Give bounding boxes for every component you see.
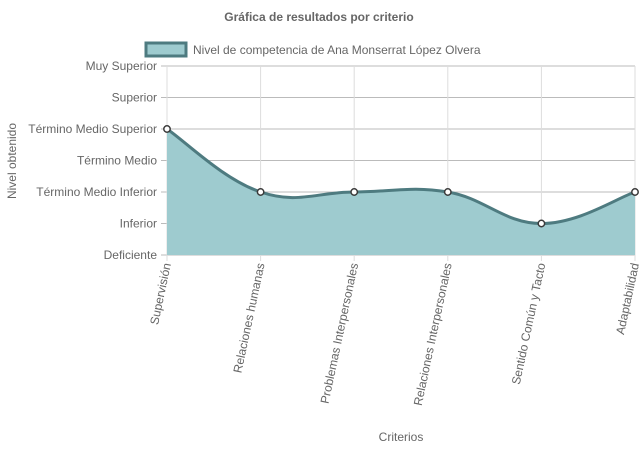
y-tick-label: Término Medio bbox=[77, 154, 157, 168]
series-area bbox=[167, 129, 635, 255]
data-point[interactable] bbox=[163, 125, 171, 133]
data-points bbox=[163, 125, 639, 228]
y-tick-label: Superior bbox=[112, 91, 157, 105]
x-tick-label: Relaciones Interpersonales bbox=[411, 262, 455, 407]
legend-swatch[interactable] bbox=[144, 41, 188, 58]
y-tick-label: Muy Superior bbox=[86, 59, 157, 73]
series-line bbox=[166, 127, 636, 226]
x-tick-label: Relaciones humanas bbox=[231, 262, 268, 375]
area-layer bbox=[166, 127, 636, 255]
data-point[interactable] bbox=[443, 188, 452, 196]
x-axis-ticks: Supervisión Relaciones humanas Problemas I… bbox=[147, 261, 639, 406]
y-tick-label: Término Medio Superior bbox=[28, 122, 157, 136]
chart-title: Gráfica de resultados por criterio bbox=[224, 10, 413, 24]
x-tick-label: Adaptabilidad bbox=[613, 262, 639, 336]
legend-label[interactable]: Nivel de competencia de Ana Monserrat Ló… bbox=[193, 43, 481, 57]
x-tick-label: Sentido Común y Tacto bbox=[509, 261, 549, 385]
y-axis-ticks: Deficiente Inferior Término Medio Inferior… bbox=[28, 59, 157, 262]
data-point[interactable] bbox=[256, 188, 265, 196]
data-point[interactable] bbox=[537, 219, 546, 228]
y-tick-label: Deficiente bbox=[104, 248, 158, 262]
y-tick-label: Inferior bbox=[120, 217, 157, 231]
y-axis-label: Nivel obtenido bbox=[5, 123, 19, 199]
legend[interactable]: Nivel de competencia de Ana Monserrat Ló… bbox=[144, 41, 481, 58]
x-axis-label: Criterios bbox=[379, 430, 424, 444]
data-point[interactable] bbox=[631, 188, 639, 196]
x-tick-label: Supervisión bbox=[147, 262, 174, 326]
y-tick-label: Término Medio Inferior bbox=[36, 185, 157, 199]
x-tick-label: Problemas Interpersonales bbox=[318, 262, 362, 405]
data-point[interactable] bbox=[350, 188, 359, 196]
